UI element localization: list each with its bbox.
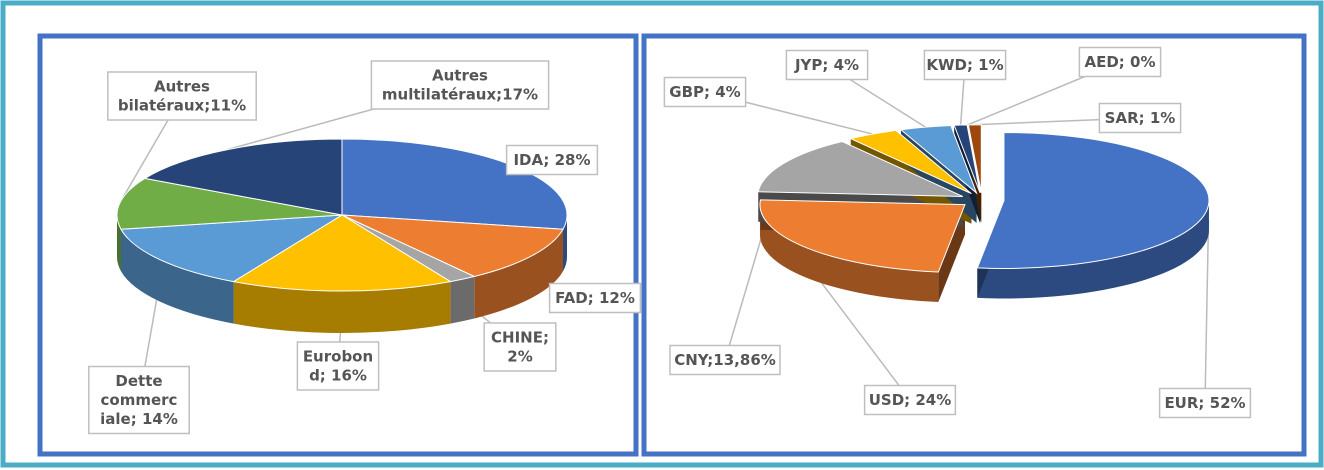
label-box (296, 341, 380, 391)
slice (967, 124, 982, 193)
slice-side (233, 281, 451, 333)
slice-side (120, 229, 234, 324)
slice-side (977, 200, 1209, 299)
slice-side (759, 204, 939, 303)
label-box (88, 365, 190, 435)
slice (759, 199, 966, 273)
slice-side (474, 229, 564, 319)
data-label: IDA; 28% (513, 151, 590, 169)
label-box (1158, 387, 1252, 419)
data-label: CNY;13,86% (674, 351, 776, 369)
data-label: Autres multilatéraux;17% (382, 67, 538, 104)
data-label: SAR; 1% (1105, 109, 1176, 127)
leader-line (1204, 219, 1210, 404)
label-box (483, 322, 557, 372)
slice (341, 214, 564, 278)
data-label: CHINE; 2% (491, 329, 549, 366)
label-box (505, 144, 599, 176)
slice (849, 129, 972, 195)
label-box (370, 60, 550, 110)
data-label: Eurobon d; 16% (303, 348, 373, 385)
slice (953, 124, 981, 193)
data-label: GBP; 4% (669, 83, 740, 101)
slice (757, 140, 963, 197)
data-label: USD; 24% (869, 391, 952, 409)
data-label: JYP; 4% (794, 56, 859, 74)
label-box (1078, 46, 1162, 78)
slice-side (563, 215, 567, 272)
slice (120, 214, 343, 283)
label-box (548, 282, 642, 314)
slice (976, 131, 1210, 269)
slice-side (117, 215, 121, 272)
label-box (1098, 102, 1182, 134)
slice (232, 214, 452, 292)
data-label: AED; 0% (1085, 53, 1156, 71)
label-box (785, 49, 869, 81)
data-label: EUR; 52% (1164, 394, 1245, 412)
slice (899, 124, 978, 195)
data-label: KWD; 1% (926, 56, 1003, 74)
slice (116, 177, 343, 230)
chart-right: EUR; 52% USD; 24% CNY;13,86% GBP; 4% JYP; 4%… (663, 46, 1252, 419)
data-label: Autres bilatéraux;11% (118, 78, 246, 115)
data-label: Dette commerc iale; 14% (100, 372, 178, 428)
label-box (923, 49, 1007, 81)
chart-left: IDA; 28% FAD; 12% CHINE; 2% Eurobon d; 16% Det… (88, 60, 642, 435)
slice-side (450, 276, 475, 324)
data-label: FAD; 12% (555, 289, 635, 307)
label-box (107, 71, 257, 121)
slice (143, 138, 343, 216)
leader-line (805, 262, 911, 401)
label-box (663, 76, 747, 108)
label-box (863, 384, 957, 416)
label-box (669, 344, 781, 376)
